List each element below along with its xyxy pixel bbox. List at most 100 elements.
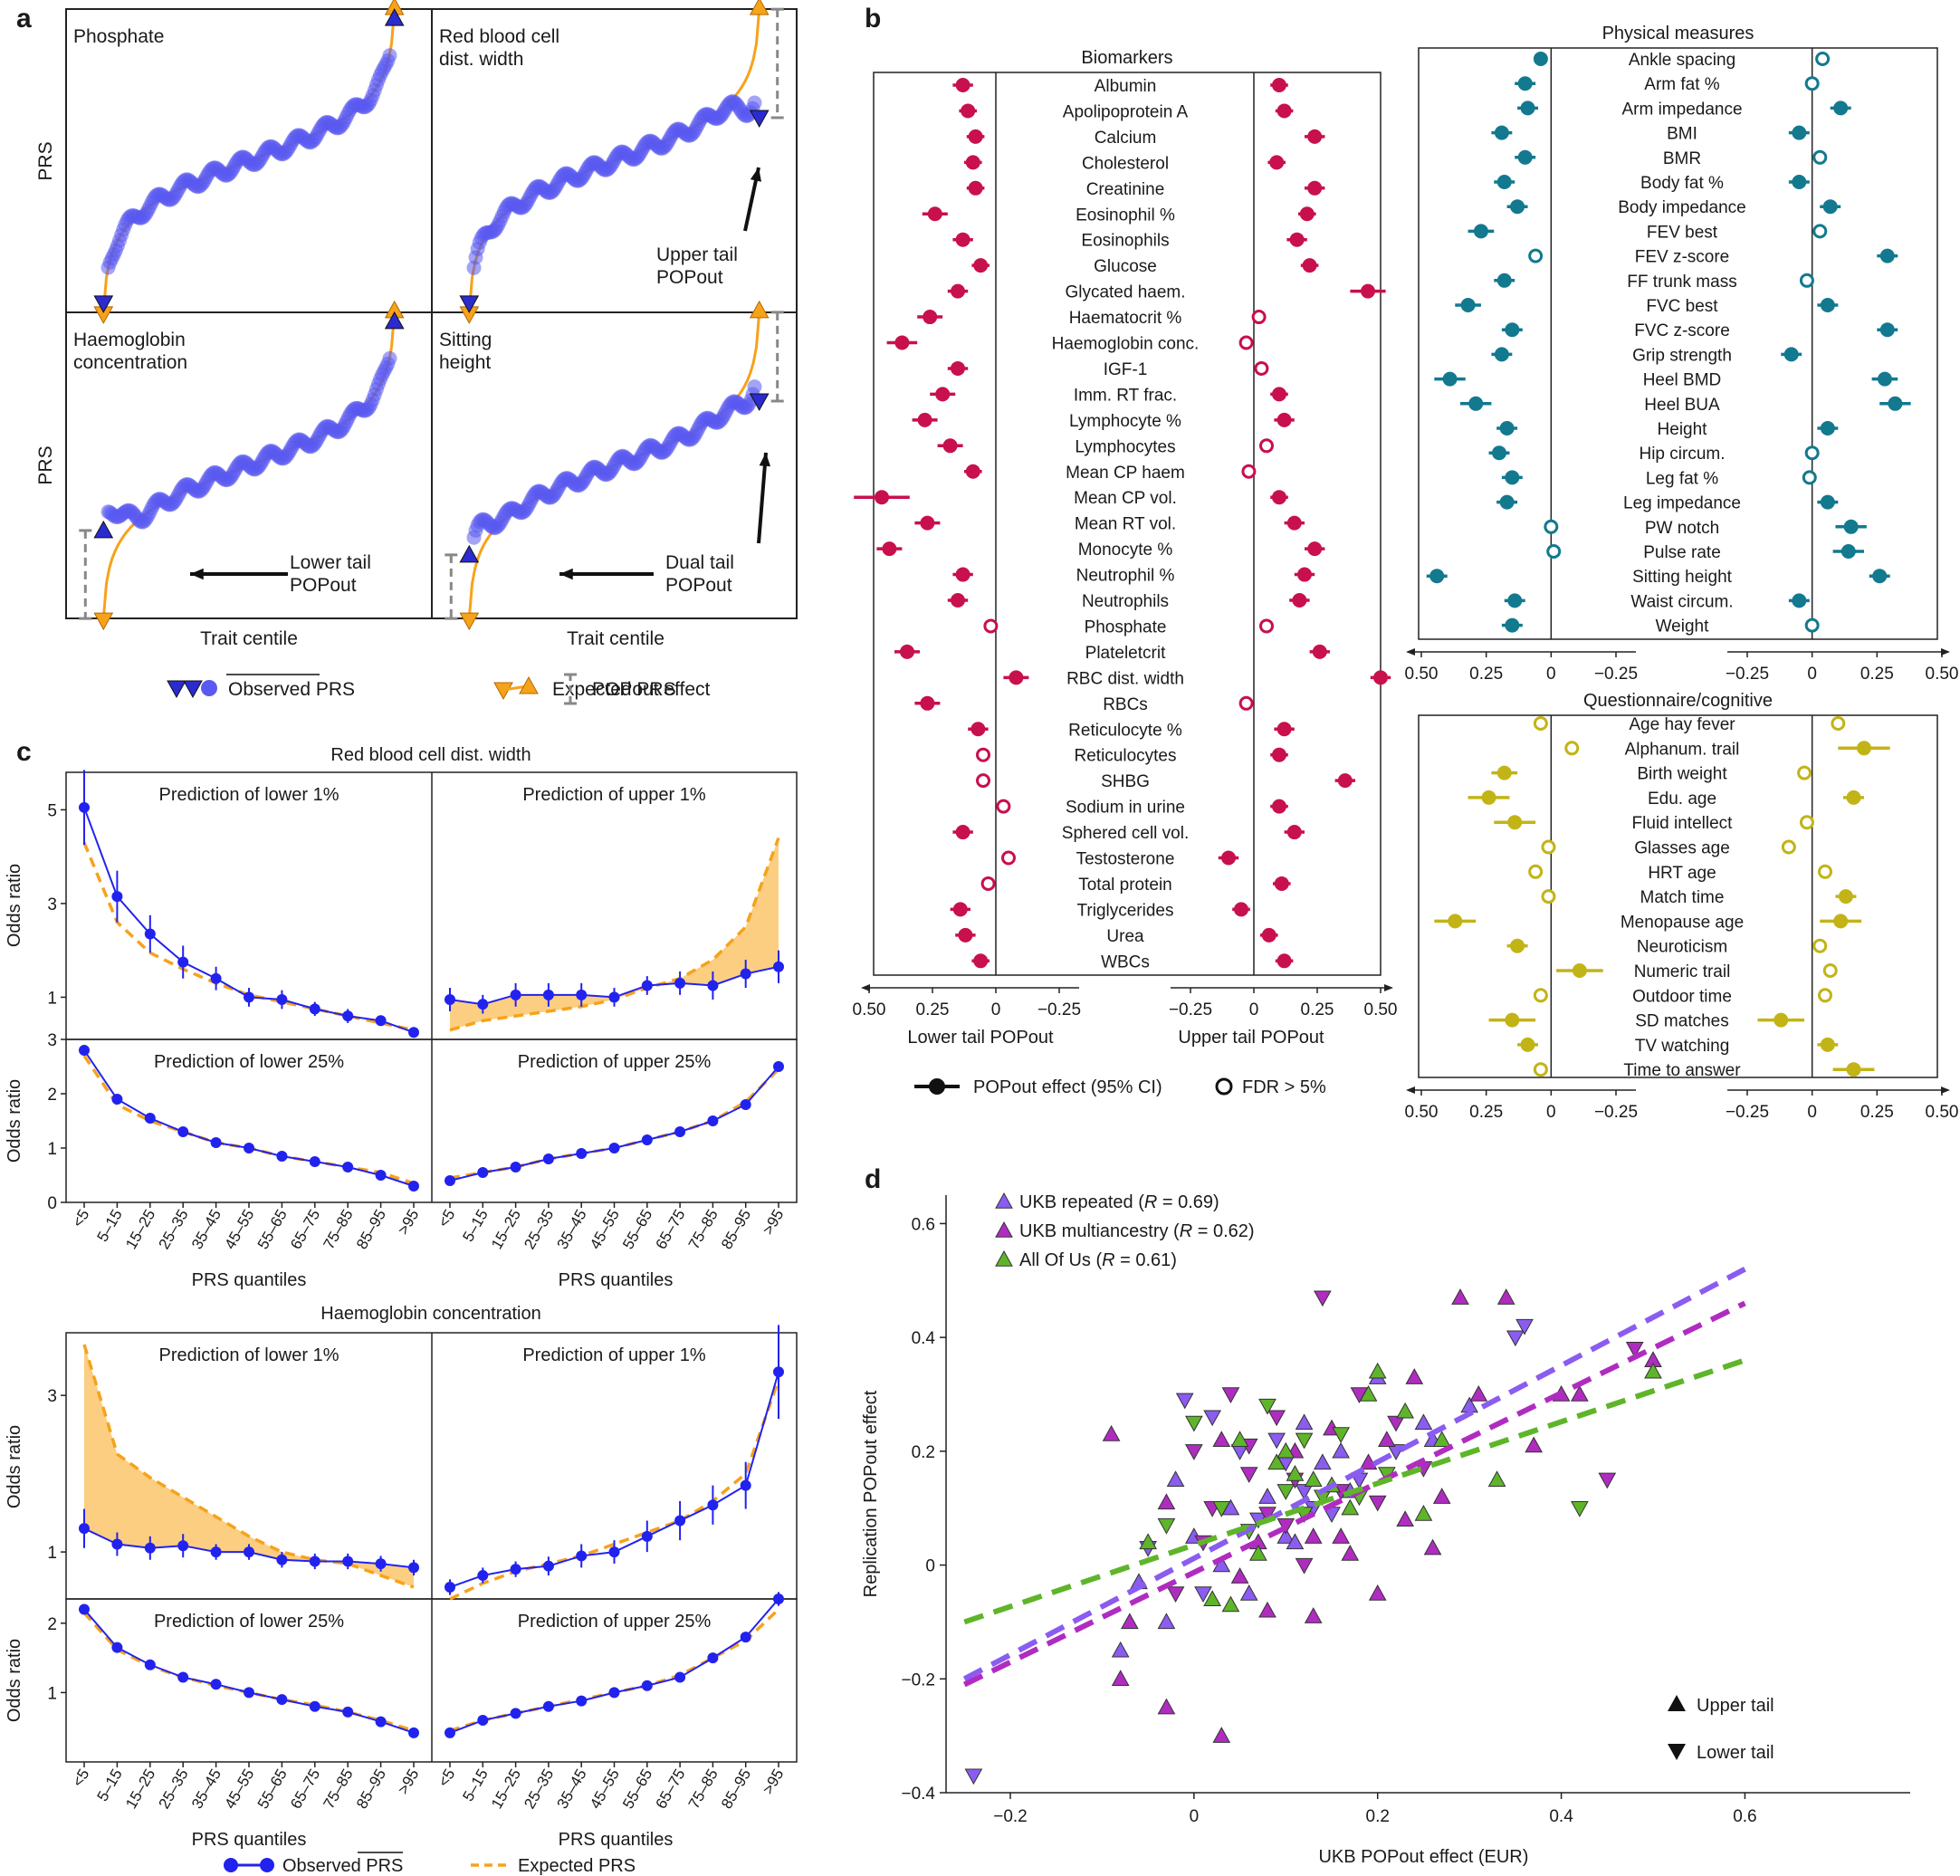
x-tick-label: 45–55 bbox=[587, 1207, 623, 1252]
data-point-ukb_repeated bbox=[1175, 1393, 1194, 1410]
lower-tail-point bbox=[1496, 765, 1512, 780]
trait-label: Ankle spacing bbox=[1629, 51, 1735, 70]
lower-tail-point bbox=[1564, 741, 1580, 756]
upper-tail-point bbox=[1822, 199, 1838, 215]
data-point-ukb_multi bbox=[1221, 1387, 1240, 1404]
lower-tail-point bbox=[1468, 396, 1484, 411]
trait-label: Age hay fever bbox=[1629, 715, 1735, 734]
x-tick-label: 0 bbox=[1190, 1807, 1200, 1826]
upper-tail-point bbox=[1838, 889, 1853, 904]
legend-observed-marker bbox=[167, 680, 186, 699]
tick-label: −0.25 bbox=[1169, 1000, 1212, 1019]
panel-d: d −0.2 0 0.2 0.4 0.6 −0.4 −0.2 0 0.2 0.4 0.6 UKB POP… bbox=[861, 1164, 1910, 1867]
trait-label: BMR bbox=[1663, 149, 1701, 168]
trait-label: Numeric trail bbox=[1634, 962, 1731, 981]
upper-tail-point bbox=[1820, 298, 1835, 312]
data-point-ukb_multi bbox=[1341, 1544, 1360, 1561]
data-point-ukb_multi bbox=[1185, 1444, 1203, 1460]
lower-tail-point bbox=[1546, 544, 1562, 559]
trait-label: Alphanum. trail bbox=[1625, 740, 1740, 759]
lower-tail-point bbox=[983, 618, 999, 634]
lower-tail-point bbox=[1496, 273, 1512, 288]
legend-expected-marker bbox=[493, 682, 513, 701]
data-point-ukb_multi bbox=[1212, 1431, 1231, 1447]
lower-tail-point bbox=[1541, 889, 1556, 904]
lower-tail-point bbox=[1572, 963, 1587, 978]
tick-label: 0.50 bbox=[1364, 1000, 1398, 1019]
data-point-aou bbox=[1221, 1595, 1240, 1613]
data-point-ukb_multi bbox=[1598, 1472, 1617, 1489]
biomarkers-forest: Biomarkers Albumin Apolipoprotein A Calcium… bbox=[853, 48, 1398, 1019]
x-tick-label: 0.4 bbox=[1549, 1807, 1573, 1826]
data-point-ukb_multi bbox=[1212, 1727, 1231, 1743]
subplot-title: Prediction of lower 25% bbox=[154, 1612, 344, 1632]
observed-point bbox=[773, 1061, 784, 1072]
observed-point bbox=[477, 1715, 489, 1727]
upper-tail-point bbox=[1888, 396, 1903, 411]
arrow-head bbox=[190, 568, 204, 580]
observed-point bbox=[740, 1099, 751, 1110]
observed-point bbox=[342, 1555, 354, 1567]
odds-ratio-subplot: Prediction of upper 1% bbox=[445, 1325, 784, 1601]
legend-marker-aou bbox=[995, 1249, 1013, 1267]
observed-point bbox=[707, 1115, 719, 1126]
x-tick-label: 35–45 bbox=[188, 1207, 225, 1252]
observed-point bbox=[542, 989, 554, 1000]
lower-tail-point bbox=[980, 876, 996, 891]
observed-point bbox=[244, 1143, 254, 1153]
axis-arrow bbox=[1941, 1086, 1950, 1094]
upper-tail-point bbox=[1286, 515, 1302, 531]
data-point-ukb_multi bbox=[1625, 1342, 1644, 1358]
lower-tail-label: Lower tail POPout bbox=[907, 1028, 1054, 1048]
expected-upper-marker bbox=[749, 300, 770, 319]
y-tick-label: 2 bbox=[47, 1615, 57, 1634]
data-point-ukb_multi bbox=[1157, 1698, 1176, 1715]
lower-tail-point bbox=[976, 747, 990, 762]
trait-label: IGF-1 bbox=[1104, 360, 1148, 379]
observed-point bbox=[445, 1727, 455, 1738]
trait-label: Time to answer bbox=[1623, 1061, 1741, 1080]
data-point-ukb_repeated bbox=[1506, 1330, 1525, 1347]
data-point-aou bbox=[1432, 1431, 1451, 1447]
trait-label: Imm. RT frac. bbox=[1074, 386, 1177, 405]
lower-tail-point bbox=[1442, 371, 1458, 387]
upper-tail-point bbox=[1840, 544, 1856, 559]
legend-upper-label: Upper tail bbox=[1697, 1696, 1774, 1716]
annotation-text: Upper tail bbox=[656, 244, 738, 265]
data-point-ukb_repeated bbox=[1194, 1586, 1212, 1603]
tick-label: 0.50 bbox=[1405, 1103, 1439, 1122]
lower-tail-point bbox=[965, 155, 980, 170]
observed-lower-marker bbox=[93, 295, 114, 313]
data-point-ukb_repeated bbox=[1295, 1484, 1314, 1500]
x-tick-label: 65–75 bbox=[652, 1207, 688, 1252]
trait-label: Reticulocytes bbox=[1075, 747, 1177, 766]
data-point-ukb_multi bbox=[1378, 1431, 1396, 1447]
annotation-arrow bbox=[757, 452, 768, 544]
upper-tail-point bbox=[1337, 773, 1353, 789]
trait-label: Weight bbox=[1656, 617, 1710, 636]
data-point-aou bbox=[1414, 1504, 1433, 1521]
upper-tail-point bbox=[1241, 464, 1257, 479]
lower-tail-point bbox=[968, 180, 983, 196]
odds-ratio-subplot: Prediction of lower 1% bbox=[79, 1344, 419, 1589]
data-point-ukb_multi bbox=[1267, 1410, 1286, 1427]
x-tick-label: 65–75 bbox=[287, 1766, 323, 1812]
upper-tail-point bbox=[1254, 360, 1269, 376]
x-axis-label: Trait centile bbox=[200, 628, 298, 649]
observed-point bbox=[79, 801, 90, 813]
upper-tail-point bbox=[1815, 52, 1831, 66]
observed-point bbox=[408, 1027, 419, 1038]
observed-point bbox=[79, 1603, 90, 1615]
upper-tail-point bbox=[1812, 224, 1828, 239]
trait-label: FEV best bbox=[1647, 223, 1718, 242]
lower-tail-point bbox=[1481, 790, 1496, 805]
x-tick-label: <5 bbox=[69, 1766, 92, 1790]
observed-upper-marker bbox=[749, 110, 770, 129]
y-axis-label: Odds ratio bbox=[5, 864, 24, 947]
lower-tail-point bbox=[1496, 175, 1512, 189]
lower-tail-point bbox=[927, 206, 942, 222]
observed-point bbox=[510, 1708, 521, 1719]
x-tick-label: 85–95 bbox=[718, 1207, 754, 1252]
observed-point bbox=[608, 1143, 620, 1153]
y-tick-label: 1 bbox=[47, 1544, 57, 1563]
